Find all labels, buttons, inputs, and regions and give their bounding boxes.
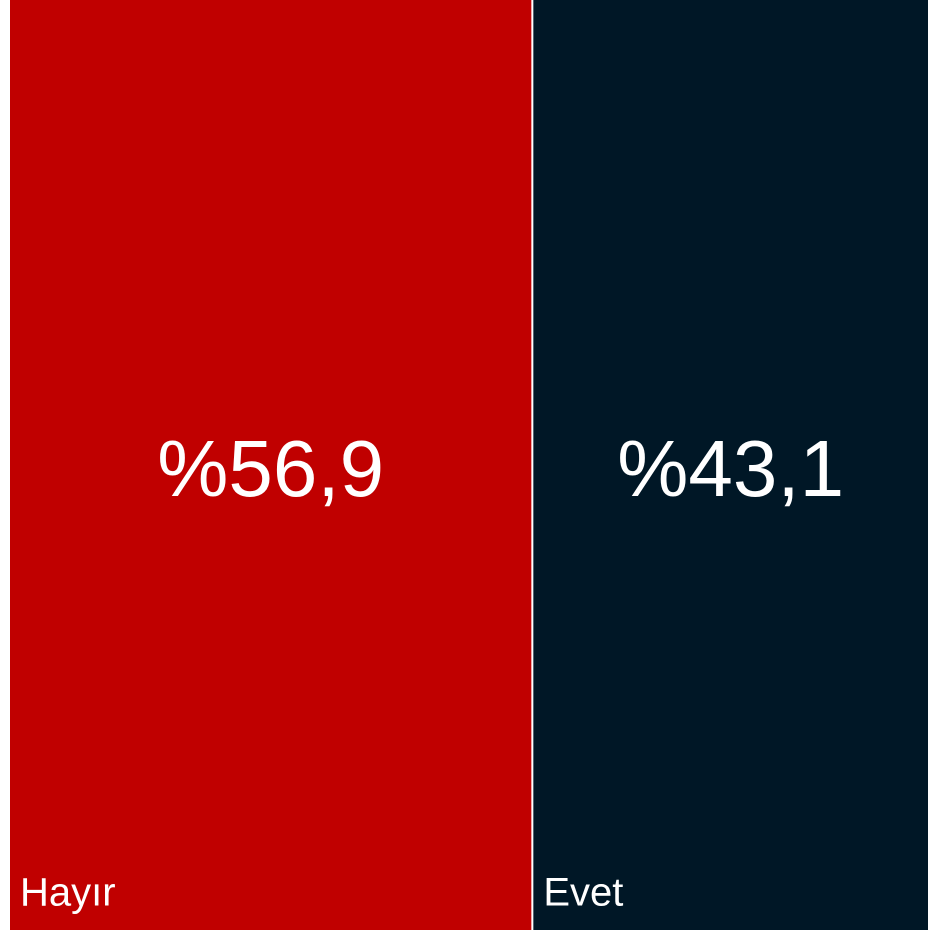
tile-category-label: Hayır: [20, 871, 116, 915]
tile-category-label: Evet: [543, 871, 623, 915]
tile-value-label: %56,9: [157, 424, 384, 513]
tile: [533, 0, 928, 930]
tile: [10, 0, 532, 930]
tile-value-label: %43,1: [617, 424, 844, 513]
